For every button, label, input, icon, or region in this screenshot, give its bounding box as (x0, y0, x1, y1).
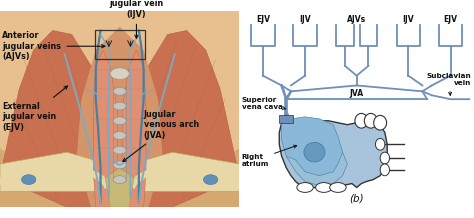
Ellipse shape (374, 115, 387, 130)
Text: Subclavian
vein: Subclavian vein (427, 73, 472, 95)
FancyBboxPatch shape (0, 11, 239, 207)
Ellipse shape (203, 175, 218, 184)
Polygon shape (105, 168, 134, 207)
Polygon shape (0, 152, 108, 191)
Polygon shape (0, 31, 110, 207)
Ellipse shape (113, 161, 126, 169)
Text: AJVs: AJVs (347, 15, 366, 24)
Text: Anterior
jugular veins
(AJVs): Anterior jugular veins (AJVs) (2, 31, 105, 61)
Polygon shape (279, 115, 293, 123)
Ellipse shape (375, 138, 385, 150)
Ellipse shape (380, 164, 390, 176)
Polygon shape (279, 121, 387, 187)
Text: EJV: EJV (256, 15, 270, 24)
Text: Right
atrium: Right atrium (242, 145, 297, 167)
Text: IJV: IJV (299, 15, 311, 24)
Ellipse shape (113, 131, 126, 140)
Polygon shape (286, 152, 347, 186)
Text: Internal
jugular vein
(IJV): Internal jugular vein (IJV) (109, 0, 164, 38)
Ellipse shape (113, 176, 126, 184)
Text: IJV: IJV (402, 15, 414, 24)
Polygon shape (132, 152, 239, 191)
Ellipse shape (113, 117, 126, 125)
Ellipse shape (113, 87, 126, 95)
Ellipse shape (113, 102, 126, 110)
Text: (b): (b) (349, 193, 364, 203)
Text: JVA: JVA (350, 89, 364, 98)
Polygon shape (0, 148, 239, 207)
Polygon shape (129, 31, 239, 207)
Ellipse shape (304, 142, 325, 162)
Text: Jugular
venous arch
(JVA): Jugular venous arch (JVA) (123, 110, 199, 162)
Ellipse shape (365, 113, 377, 128)
Ellipse shape (316, 182, 332, 192)
Text: (a): (a) (112, 193, 127, 203)
Ellipse shape (21, 175, 36, 184)
Ellipse shape (380, 152, 390, 164)
Polygon shape (93, 50, 117, 207)
Polygon shape (122, 50, 146, 207)
Polygon shape (282, 117, 343, 182)
Polygon shape (77, 27, 163, 207)
Ellipse shape (330, 182, 346, 192)
Text: Superior
vena cava: Superior vena cava (242, 97, 286, 110)
Text: EJV: EJV (444, 15, 457, 24)
Ellipse shape (355, 113, 368, 128)
Ellipse shape (297, 182, 313, 192)
Ellipse shape (113, 146, 126, 154)
Text: External
jugular vein
(EJV): External jugular vein (EJV) (2, 86, 67, 132)
Ellipse shape (110, 68, 129, 80)
